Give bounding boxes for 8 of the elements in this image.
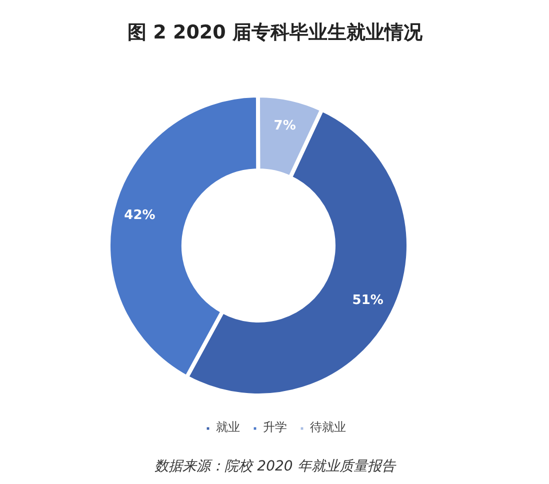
legend-label: 就业	[216, 419, 240, 436]
data-label: 42%	[124, 208, 156, 223]
legend-label: 升学	[263, 419, 287, 436]
legend-label: 待就业	[310, 419, 346, 436]
data-label: 7%	[274, 118, 296, 134]
chart-title: 图 2 2020 届专科毕业生就业情况	[128, 22, 424, 44]
source-note: 数据来源：院校 2020 年就业质量报告	[154, 458, 396, 474]
data-label: 51%	[352, 293, 384, 308]
